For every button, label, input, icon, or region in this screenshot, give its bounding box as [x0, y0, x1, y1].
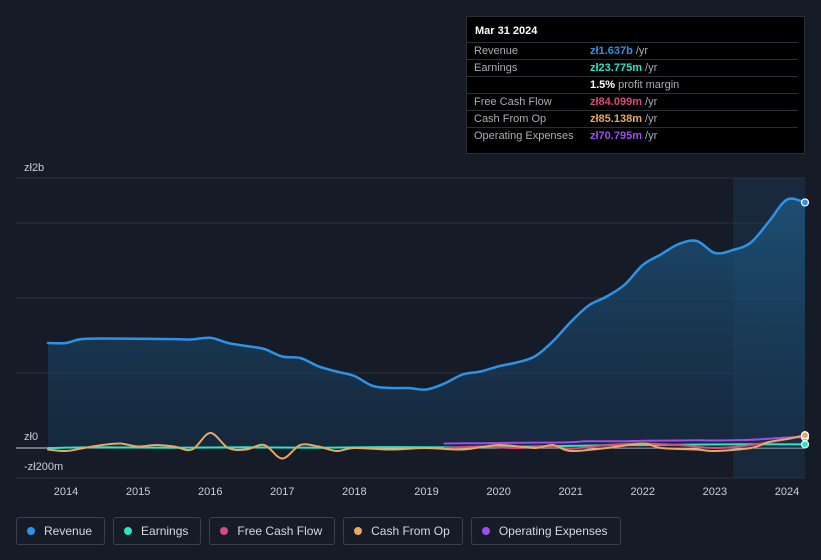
tooltip-row-margin: 1.5% profit margin: [467, 76, 798, 94]
tooltip-unit: /yr: [641, 96, 658, 108]
tooltip-label: Revenue: [474, 45, 519, 57]
legend-item-earnings[interactable]: Earnings: [113, 517, 202, 545]
legend-item-operating-expenses[interactable]: Operating Expenses: [470, 517, 621, 545]
cfo-end-point: [800, 431, 810, 440]
cfo-line: [47, 431, 806, 460]
tooltip-value: zł1.637b: [590, 45, 633, 57]
tooltip-unit: profit margin: [615, 79, 680, 91]
tooltip-label: Earnings: [474, 62, 518, 74]
operating-expenses-dot-icon: [481, 527, 490, 535]
tooltip-date: Mar 31 2024: [475, 25, 538, 37]
x-tick-label: 2022: [631, 486, 655, 498]
x-tick-label: 2021: [558, 486, 582, 498]
legend-label: Free Cash Flow: [237, 524, 323, 538]
legend: Revenue Earnings Free Cash Flow Cash Fro…: [16, 517, 621, 545]
x-tick-label: 2020: [486, 486, 510, 498]
x-tick-label: 2017: [270, 486, 294, 498]
legend-label: Revenue: [44, 524, 93, 538]
tooltip-row-earnings: Earnings zł23.775m /yr: [467, 59, 798, 77]
tooltip-unit: /yr: [641, 62, 658, 74]
free-cash-flow-dot-icon: [220, 527, 229, 535]
tooltip-unit: /yr: [641, 113, 658, 125]
y-label-zero: zł0: [24, 431, 38, 443]
earnings-end-point: [800, 440, 810, 449]
earnings-dot-icon: [124, 527, 133, 535]
tooltip-unit: /yr: [641, 130, 658, 142]
tooltip-row-revenue: Revenue zł1.637b /yr: [467, 42, 798, 60]
x-tick-label: 2016: [198, 486, 222, 498]
x-tick-label: 2015: [126, 486, 150, 498]
x-tick-label: 2019: [414, 486, 438, 498]
tooltip-row-free-cash-flow: Free Cash Flow zł84.099m /yr: [467, 93, 798, 111]
revenue-line: [46, 197, 807, 391]
tooltip-value: 1.5%: [590, 79, 616, 91]
cash-from-op-dot-icon: [354, 527, 363, 535]
legend-item-free-cash-flow[interactable]: Free Cash Flow: [209, 517, 336, 545]
x-tick-label: 2023: [703, 486, 727, 498]
legend-item-revenue[interactable]: Revenue: [16, 517, 106, 545]
tooltip-unit: /yr: [632, 45, 649, 57]
tooltip-label: Cash From Op: [474, 113, 547, 125]
tooltip-value: zł85.138m: [590, 113, 642, 125]
tooltip-value: zł23.775m: [590, 62, 642, 74]
y-label-top: zł2b: [24, 162, 44, 174]
revenue-end-point: [800, 198, 810, 207]
tooltip-value: zł70.795m: [590, 130, 642, 142]
legend-label: Earnings: [141, 524, 189, 538]
tooltip-panel: Mar 31 2024 Revenue zł1.637b /yr Earning…: [466, 16, 805, 154]
tooltip-label: Operating Expenses: [474, 130, 574, 142]
tooltip-row-operating-expenses: Operating Expenses zł70.795m /yr: [467, 127, 798, 145]
x-tick-label: 2014: [54, 486, 78, 498]
revenue-area: [48, 198, 805, 448]
legend-label: Cash From Op: [371, 524, 450, 538]
y-label-bottom: -zł200m: [24, 461, 63, 473]
legend-label: Operating Expenses: [498, 524, 608, 538]
tooltip-value: zł84.099m: [590, 96, 642, 108]
x-tick-label: 2018: [342, 486, 366, 498]
tooltip-label: Free Cash Flow: [474, 96, 552, 108]
opex-line: [443, 436, 806, 445]
x-tick-label: 2024: [775, 486, 799, 498]
fcf-line: [443, 434, 806, 450]
legend-item-cash-from-op[interactable]: Cash From Op: [343, 517, 463, 545]
tooltip-row-cash-from-op: Cash From Op zł85.138m /yr: [467, 110, 798, 128]
revenue-dot-icon: [27, 527, 35, 535]
